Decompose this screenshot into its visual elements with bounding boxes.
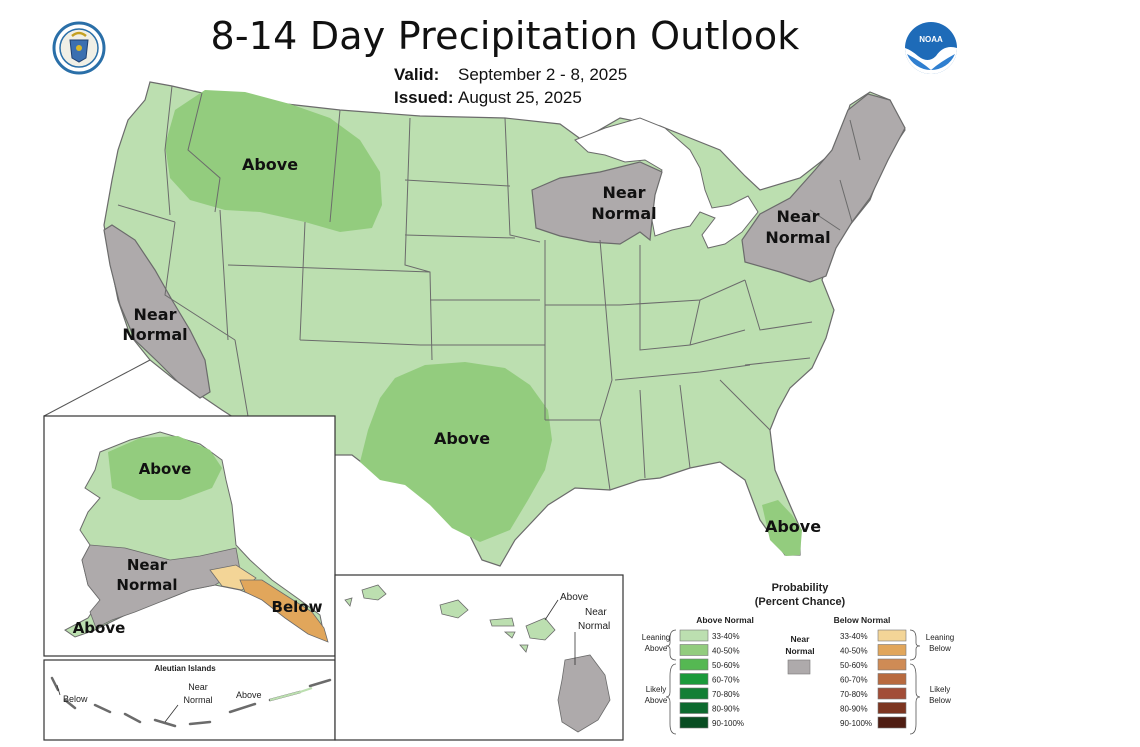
issued-date: Issued: August 25, 2025	[394, 88, 582, 108]
probability-legend: Probability (Percent Chance) Above Norma…	[642, 582, 954, 735]
legend-above-swatch	[679, 702, 709, 714]
legend-title-2: (Percent Chance)	[755, 596, 846, 608]
great-lakes	[574, 117, 759, 249]
aleutian-near-label-1: Near	[188, 682, 208, 692]
legend-above-label: 33-40%	[712, 632, 740, 641]
ne-near-region	[741, 93, 906, 283]
legend-near-label-1: Near	[791, 634, 811, 644]
ca-near-label-2: Normal	[122, 325, 187, 344]
ca-near-label-1: Near	[134, 305, 177, 324]
valid-value: September 2 - 8, 2025	[458, 65, 628, 84]
legend-below-label: 80-90%	[840, 705, 868, 714]
legend-below-swatch	[877, 687, 907, 700]
legend-above-label: 90-100%	[712, 719, 744, 728]
ne-near-label-2: Normal	[765, 228, 830, 247]
legend-likely-above-2: Above	[645, 696, 668, 705]
map-title: 8-14 Day Precipitation Outlook	[210, 14, 800, 58]
legend-near-label-2: Normal	[785, 646, 814, 656]
ca-near-region	[103, 224, 211, 399]
ak-below-label: Below	[272, 598, 323, 616]
gl-near-label-1: Near	[603, 183, 646, 202]
alaska-inset: Above Near Normal Below Above	[43, 359, 336, 657]
legend-above-swatch	[679, 687, 709, 700]
alaska-near-region	[81, 544, 241, 629]
hawaii-near-label-2: Normal	[578, 621, 610, 632]
hawaii-above-label: Above	[560, 592, 589, 603]
nw-above-region	[165, 90, 382, 232]
legend-leaning-below-2: Below	[929, 644, 951, 653]
valid-dates: Valid: September 2 - 8, 2025	[394, 65, 627, 85]
aleutian-below-label: Below	[63, 694, 88, 704]
conus-map	[103, 81, 906, 567]
aleutian-near-label-2: Normal	[183, 695, 212, 705]
legend-above-swatch	[679, 644, 709, 656]
fl-above-region	[762, 500, 802, 556]
valid-label: Valid:	[394, 65, 440, 84]
legend-above-label: 50-60%	[712, 661, 740, 670]
legend-below-swatch	[877, 702, 907, 714]
legend-leaning-above-1: Leaning	[642, 633, 670, 642]
noaa-logo-icon: NOAA	[905, 22, 957, 74]
legend-title-1: Probability	[772, 582, 830, 594]
state-borders	[117, 85, 861, 491]
legend-likely-below-1: Likely	[930, 685, 950, 694]
legend-likely-above-1: Likely	[646, 685, 666, 694]
legend-below-swatch	[877, 716, 907, 729]
legend-likely-below-2: Below	[929, 696, 951, 705]
legend-below-label: 40-50%	[840, 647, 868, 656]
legend-above-swatch	[679, 716, 709, 729]
legend-above-swatch	[679, 673, 709, 685]
legend-leaning-above-2: Above	[645, 644, 668, 653]
fl-above-label: Above	[765, 517, 821, 536]
legend-near-swatch	[787, 659, 811, 675]
aleutian-above-label: Above	[236, 690, 262, 700]
legend-below-label: 90-100%	[840, 719, 872, 728]
legend-below-swatch	[877, 629, 907, 642]
alaska-panhandle-below	[239, 579, 329, 643]
nw-above-label: Above	[242, 155, 298, 174]
hawaii-inset: Above Near Normal	[334, 574, 624, 741]
ak-above-north-label: Above	[139, 460, 192, 478]
aleutian-title: Aleutian Islands	[154, 664, 216, 673]
ak-above-south-label: Above	[73, 619, 126, 637]
legend-below-label: 70-80%	[840, 690, 868, 699]
hawaii-near-label-1: Near	[585, 607, 607, 618]
legend-above-label: 60-70%	[712, 676, 740, 685]
legend-above-label: 40-50%	[712, 647, 740, 656]
legend-leaning-below-1: Leaning	[926, 633, 954, 642]
legend-above-swatch	[679, 658, 709, 671]
noaa-logo-text: NOAA	[919, 35, 943, 44]
legend-above-label: 80-90%	[712, 705, 740, 714]
legend-below-swatch	[877, 658, 907, 671]
tx-above-label: Above	[434, 429, 490, 448]
tx-above-region	[360, 362, 552, 542]
legend-above-header: Above Normal	[696, 615, 754, 625]
ak-near-label-1: Near	[127, 556, 168, 574]
legend-below-swatch	[877, 644, 907, 656]
legend-below-label: 50-60%	[840, 661, 868, 670]
issued-label: Issued:	[394, 88, 454, 107]
ne-near-label-1: Near	[777, 207, 820, 226]
aleutian-inset: Aleutian Islands Below Near Normal Above	[43, 659, 336, 741]
ak-near-label-2: Normal	[116, 576, 177, 594]
legend-below-label: 60-70%	[840, 676, 868, 685]
issued-value: August 25, 2025	[458, 88, 582, 107]
legend-above-swatch	[679, 629, 709, 642]
gl-near-region	[531, 161, 663, 245]
doc-seal-icon	[52, 21, 106, 75]
legend-below-swatch	[877, 673, 907, 685]
legend-below-header: Below Normal	[834, 615, 891, 625]
alaska-above-north	[108, 436, 222, 500]
legend-below-label: 33-40%	[840, 632, 868, 641]
legend-above-label: 70-80%	[712, 690, 740, 699]
gl-near-label-2: Normal	[591, 204, 656, 223]
